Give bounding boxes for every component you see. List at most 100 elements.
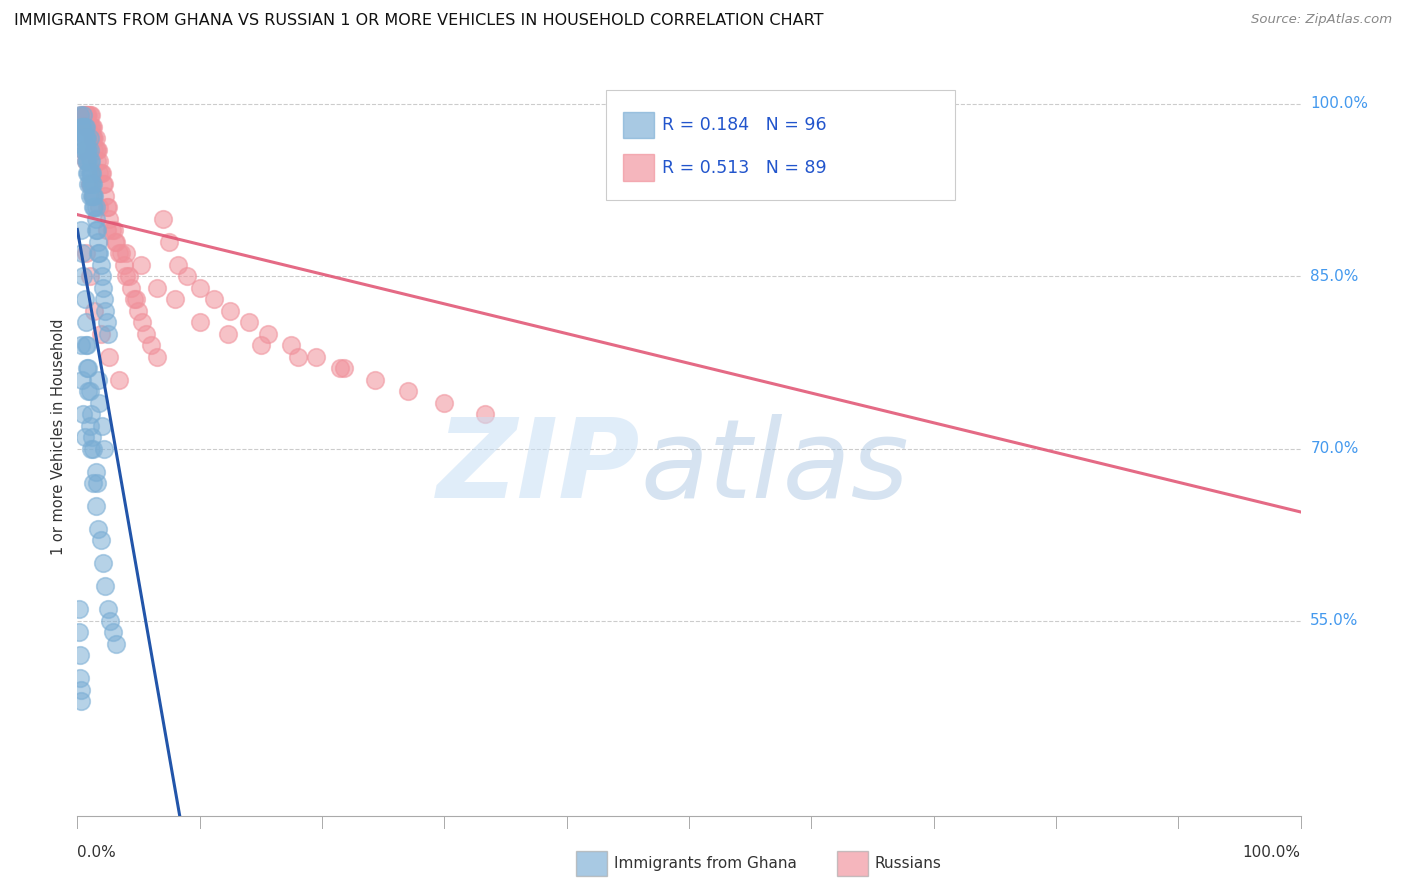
Point [83, 303, 105, 318]
Point [96, 200, 118, 214]
Point [94, 303, 117, 318]
Point [139, 338, 162, 352]
Point [70, 120, 93, 134]
Point [67, 602, 90, 616]
Point [287, 350, 309, 364]
Point [80, 407, 103, 421]
Point [120, 281, 142, 295]
Point [72, 407, 94, 421]
Point [84, 200, 107, 214]
Point [83, 189, 105, 203]
Point [84, 499, 107, 513]
Point [82, 442, 104, 456]
Point [76, 143, 98, 157]
Text: atlas: atlas [640, 414, 908, 521]
Point [80, 166, 103, 180]
Point [110, 246, 132, 260]
Point [97, 602, 120, 616]
Point [80, 120, 103, 134]
Point [73, 120, 96, 134]
Point [82, 200, 104, 214]
Point [89, 395, 111, 409]
Point [90, 418, 112, 433]
Point [75, 338, 97, 352]
Point [219, 303, 242, 318]
Point [98, 211, 121, 226]
Point [79, 108, 101, 122]
Point [87, 235, 110, 249]
Point [125, 292, 148, 306]
Point [72, 120, 94, 134]
Point [70, 108, 93, 122]
Point [70, 682, 93, 697]
Point [70, 131, 93, 145]
Point [93, 292, 115, 306]
Point [75, 315, 97, 329]
Point [72, 131, 94, 145]
Point [305, 350, 328, 364]
Point [89, 154, 111, 169]
Point [89, 200, 111, 214]
Point [69, 648, 91, 663]
Point [129, 258, 152, 272]
Point [152, 211, 174, 226]
Point [73, 131, 96, 145]
Point [82, 120, 104, 134]
Point [77, 166, 100, 180]
Point [75, 120, 97, 134]
Point [75, 120, 97, 134]
Point [75, 131, 97, 145]
Point [80, 178, 103, 192]
Point [250, 338, 273, 352]
Text: 100.0%: 100.0% [1310, 96, 1368, 112]
Point [79, 166, 101, 180]
Point [280, 338, 302, 352]
Point [82, 476, 104, 491]
Point [90, 326, 112, 341]
Point [90, 258, 112, 272]
Point [80, 131, 103, 145]
Point [83, 143, 105, 157]
Point [77, 178, 100, 192]
Point [176, 269, 198, 284]
Point [75, 154, 97, 169]
Point [84, 211, 107, 226]
Point [70, 120, 93, 134]
Point [76, 166, 98, 180]
Text: 85.0%: 85.0% [1310, 268, 1358, 284]
Text: 55.0%: 55.0% [1310, 614, 1358, 628]
Point [104, 235, 127, 249]
Point [89, 166, 111, 180]
Point [91, 178, 114, 192]
Point [76, 120, 98, 134]
Point [98, 614, 121, 628]
Point [79, 178, 101, 192]
Point [87, 143, 110, 157]
Point [67, 625, 90, 640]
Point [86, 223, 108, 237]
Point [131, 315, 153, 329]
Point [69, 108, 91, 122]
Point [103, 223, 125, 237]
Point [82, 189, 104, 203]
Point [76, 154, 98, 169]
Point [157, 235, 180, 249]
Point [363, 373, 385, 387]
Point [79, 418, 101, 433]
Point [105, 637, 128, 651]
Point [146, 281, 169, 295]
Point [75, 154, 97, 169]
Point [329, 361, 352, 376]
Point [70, 373, 93, 387]
Point [80, 430, 103, 444]
Point [76, 108, 98, 122]
Point [79, 154, 101, 169]
Point [115, 269, 138, 284]
Point [678, 131, 700, 145]
Point [86, 154, 108, 169]
Point [122, 292, 145, 306]
Point [70, 338, 93, 352]
Point [118, 269, 141, 284]
Point [73, 143, 96, 157]
Point [433, 395, 456, 409]
